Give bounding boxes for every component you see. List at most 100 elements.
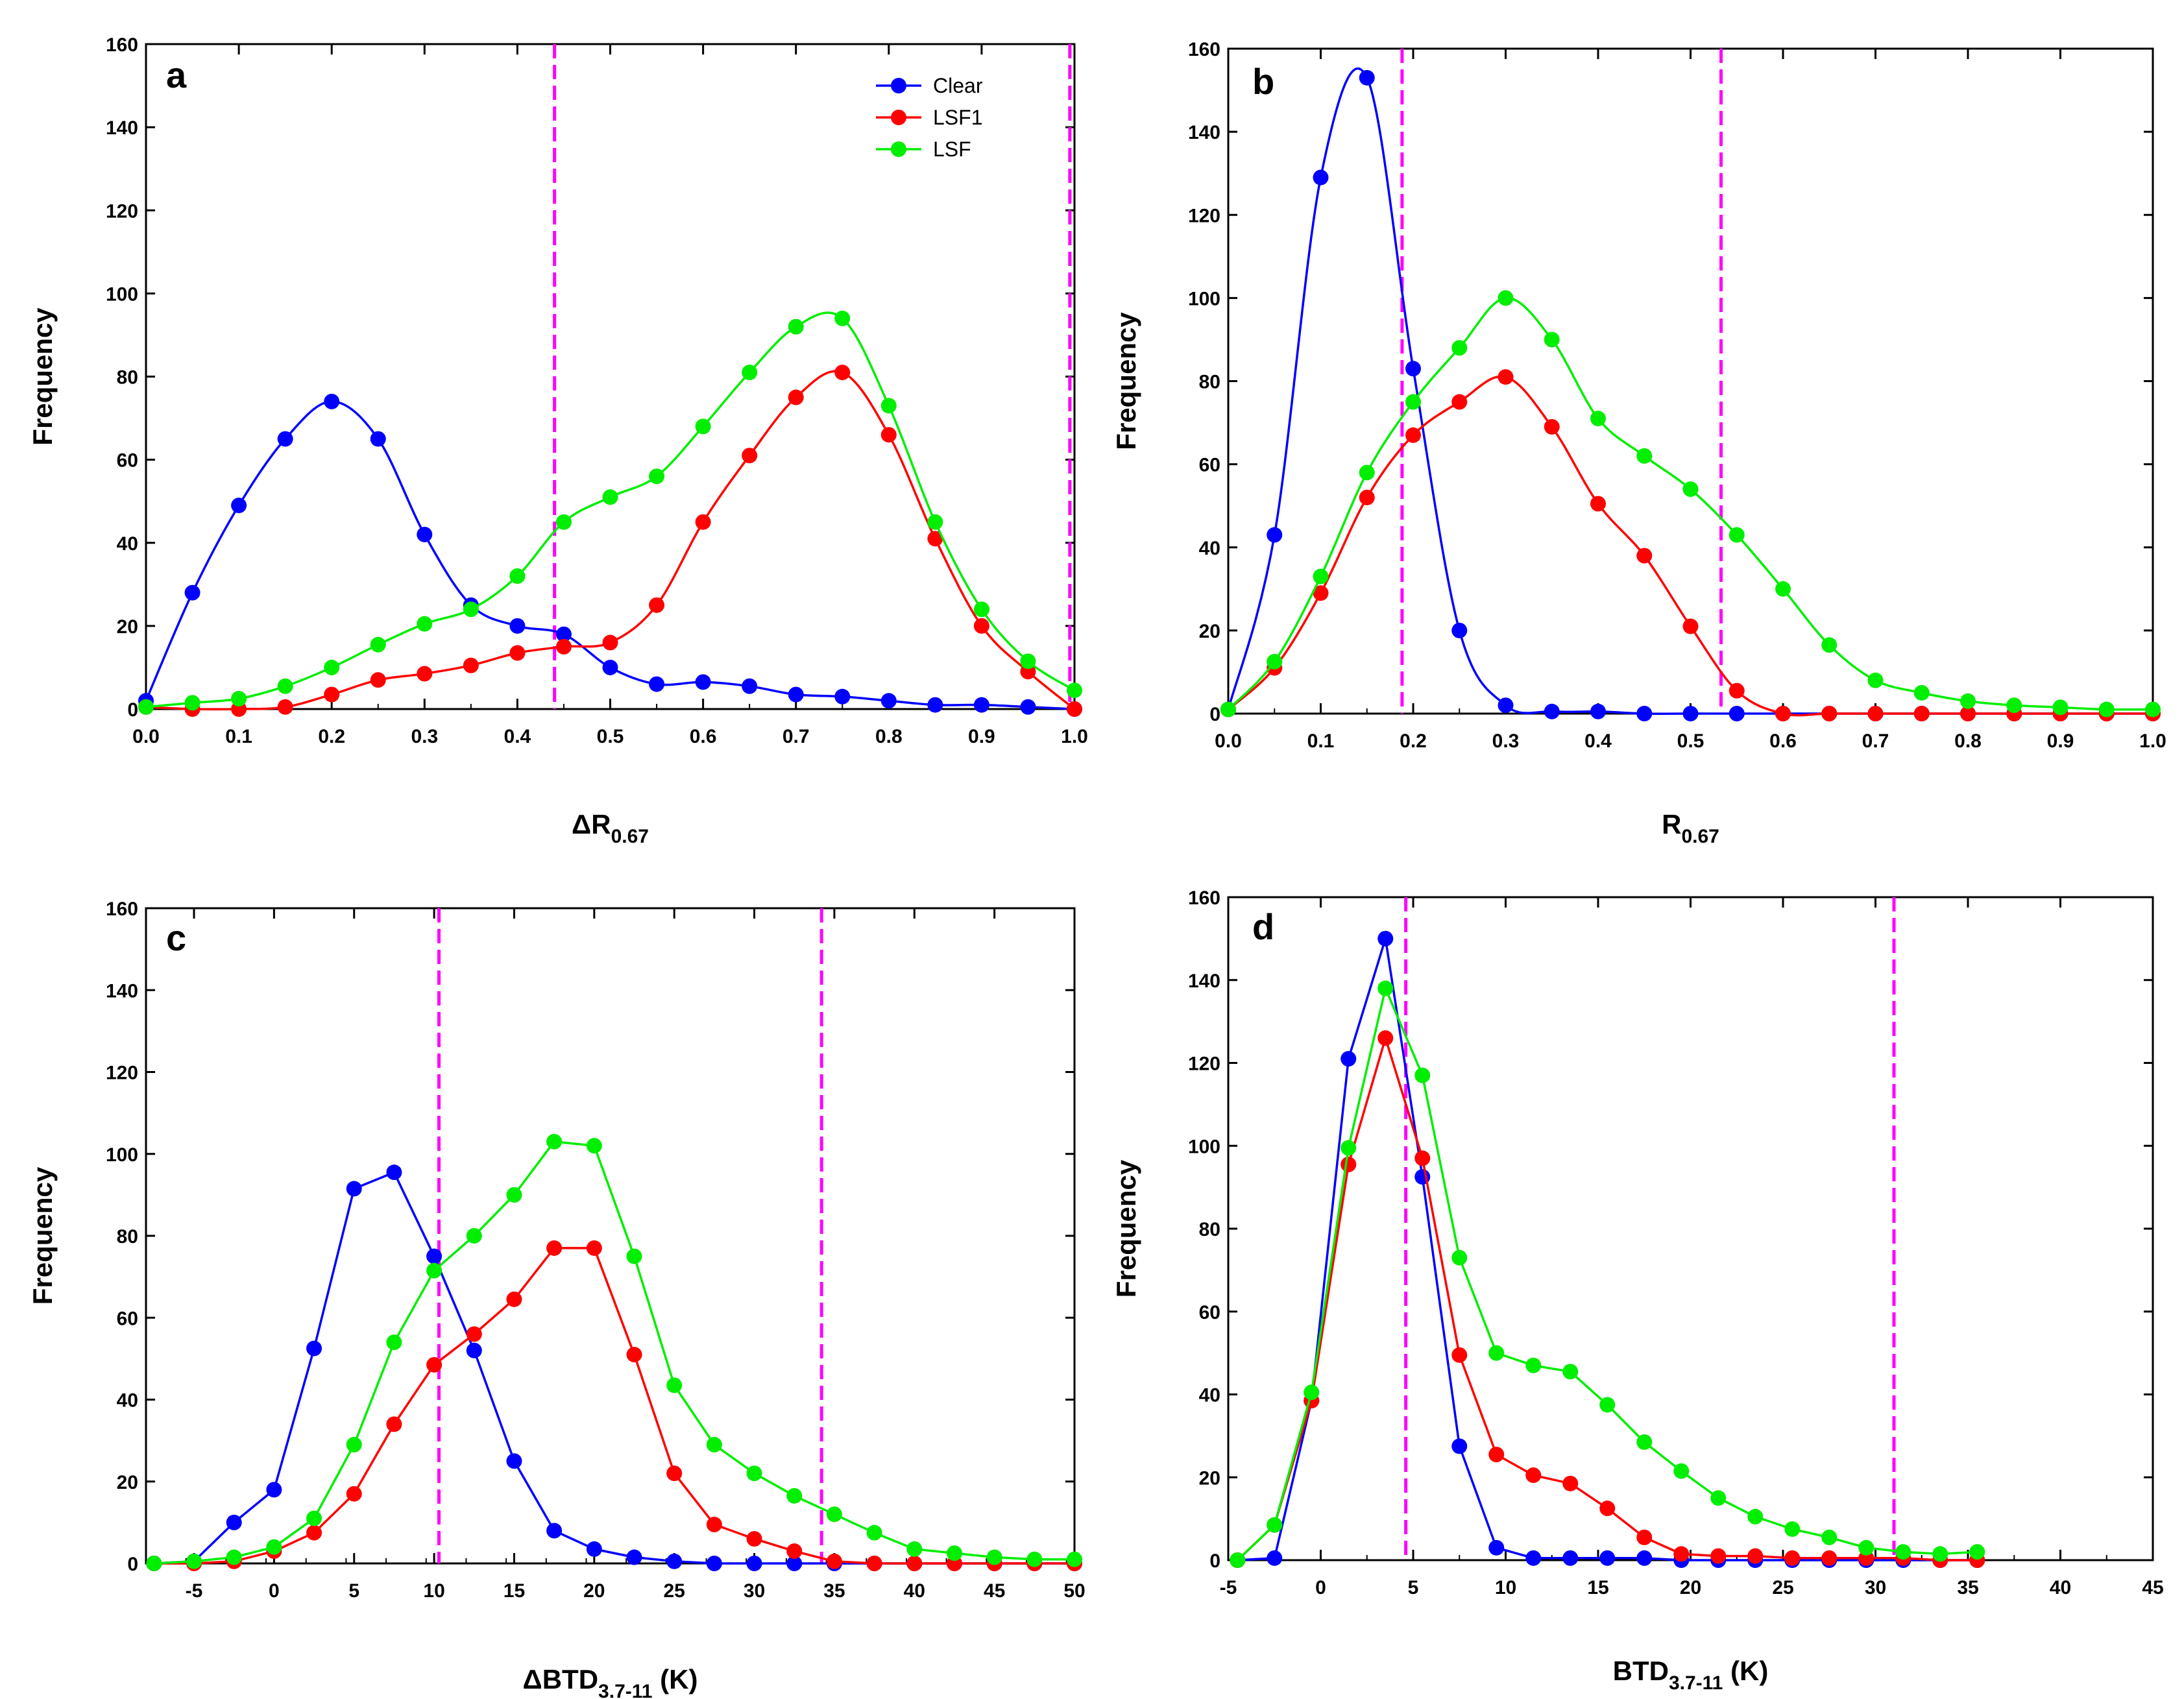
y-tick-label: 60: [1199, 455, 1220, 476]
x-tick-label: 0.8: [875, 726, 903, 747]
data-point-clear: [1020, 699, 1036, 715]
data-point-clear: [695, 674, 711, 690]
data-point-lsf1: [1673, 1546, 1690, 1562]
data-point-lsf1: [555, 638, 572, 655]
data-point-lsf: [266, 1539, 282, 1555]
y-tick-label: 100: [106, 283, 138, 305]
data-point-clear: [834, 688, 851, 705]
series-line-lsf1: [1227, 375, 2153, 717]
y-tick-label: 0: [1209, 1550, 1220, 1572]
data-point-lsf: [1710, 1490, 1727, 1506]
data-point-lsf: [602, 489, 618, 505]
x-tick-label: 15: [1587, 1577, 1608, 1598]
data-point-clear: [555, 626, 572, 642]
data-point-lsf: [1858, 1539, 1875, 1556]
data-point-lsf1: [786, 1543, 803, 1560]
data-point-lsf1: [706, 1517, 722, 1533]
data-point-lsf: [1220, 701, 1236, 717]
data-point-clear: [1525, 1550, 1542, 1566]
x-tick-label: 35: [823, 1580, 845, 1602]
data-point-lsf1: [1747, 1548, 1764, 1564]
data-point-lsf: [1913, 684, 1930, 701]
data-point-lsf: [1488, 1345, 1505, 1361]
data-point-lsf: [1525, 1357, 1542, 1373]
x-tick-label: 45: [984, 1580, 1005, 1602]
data-point-lsf1: [426, 1356, 443, 1373]
data-point-clear: [1599, 1550, 1616, 1566]
x-axis-title: R0.67: [1662, 809, 1719, 847]
data-point-lsf1: [880, 427, 897, 443]
data-point-lsf: [346, 1436, 362, 1452]
data-point-lsf1: [463, 657, 479, 673]
data-point-lsf: [231, 690, 247, 706]
y-tick-label: 0: [1209, 704, 1220, 725]
y-tick-label: 80: [117, 367, 138, 389]
data-point-clear: [1562, 1550, 1579, 1566]
data-point-lsf: [1636, 448, 1653, 464]
data-point-lsf: [1682, 481, 1699, 498]
data-point-lsf: [466, 1228, 482, 1244]
x-axis-title-sub: 3.7-11: [1669, 1672, 1723, 1694]
data-point-clear: [1682, 706, 1699, 721]
data-point-lsf: [1026, 1551, 1043, 1567]
x-axis-title-sub: 0.67: [611, 826, 649, 847]
x-tick-label: 25: [1772, 1577, 1793, 1598]
y-tick-label: 120: [106, 1063, 138, 1084]
data-point-lsf: [555, 514, 572, 530]
data-point-clear: [277, 431, 293, 447]
x-tick-label: 40: [2050, 1577, 2071, 1598]
data-point-lsf: [866, 1524, 882, 1541]
plot-frame: [1227, 47, 2154, 715]
data-point-lsf: [1895, 1544, 1911, 1560]
data-point-lsf: [1067, 682, 1082, 699]
data-point-lsf1: [834, 365, 851, 381]
y-axis-title: Frequency: [1111, 1159, 1141, 1297]
y-tick-label: 40: [117, 1390, 138, 1412]
data-point-lsf: [1377, 980, 1394, 996]
series-line-lsf1: [154, 1247, 1074, 1565]
data-point-lsf1: [546, 1240, 563, 1256]
data-point-clear: [1498, 697, 1514, 714]
y-tick-label: 160: [106, 898, 138, 920]
x-tick-label: 45: [2142, 1577, 2163, 1598]
series-line-lsf: [154, 1140, 1074, 1565]
plot-frame: [145, 907, 1076, 1565]
panel-letter: c: [166, 917, 186, 958]
data-point-lsf: [788, 319, 804, 335]
data-point-lsf: [626, 1248, 642, 1264]
data-point-clear: [386, 1164, 402, 1181]
data-point-lsf: [1498, 290, 1514, 306]
data-point-lsf: [986, 1549, 1002, 1565]
data-point-lsf: [1969, 1544, 1985, 1560]
y-axis-title: Frequency: [1111, 312, 1141, 450]
panel-letter: d: [1252, 906, 1274, 947]
data-point-clear: [626, 1549, 642, 1565]
x-tick-label: 0.7: [1862, 730, 1889, 752]
y-axis-title: Frequency: [27, 1166, 58, 1305]
data-point-clear: [509, 618, 526, 634]
data-point-clear: [1359, 69, 1375, 86]
y-tick-label: 120: [1188, 205, 1220, 226]
data-point-lsf1: [788, 389, 804, 405]
data-point-lsf: [1562, 1364, 1579, 1380]
data-point-lsf: [1821, 1529, 1838, 1545]
x-tick-label: 5: [348, 1580, 359, 1602]
y-tick-label: 100: [1188, 1136, 1220, 1157]
data-point-lsf1: [1405, 427, 1421, 443]
y-tick-label: 100: [106, 1144, 138, 1166]
y-tick-label: 80: [1199, 1219, 1220, 1240]
data-point-lsf1: [927, 531, 943, 547]
x-axis-title: BTD3.7-11 (K): [1613, 1656, 1769, 1694]
legend-label-clear: Clear: [933, 74, 983, 97]
data-point-lsf: [746, 1465, 762, 1482]
data-point-lsf: [506, 1187, 522, 1203]
data-point-lsf: [586, 1138, 602, 1154]
data-point-lsf: [1821, 637, 1838, 653]
legend-swatch-marker: [891, 141, 906, 157]
y-axis-title: Frequency: [27, 307, 58, 446]
data-point-lsf: [146, 1556, 162, 1571]
y-tick-label: 120: [1188, 1054, 1220, 1075]
x-tick-label: 0.1: [225, 726, 252, 747]
x-tick-label: 0.9: [2047, 730, 2074, 752]
data-point-lsf1: [1525, 1467, 1542, 1484]
